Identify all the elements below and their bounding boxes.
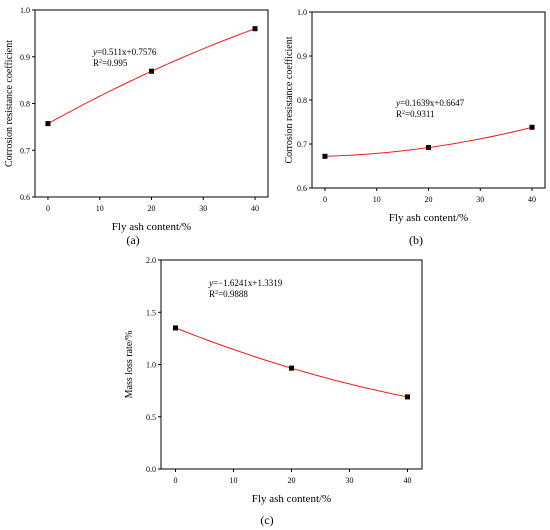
y-tick-label: 0.7 bbox=[297, 140, 307, 149]
y-tick-label: 1.0 bbox=[146, 361, 156, 370]
x-tick-label: 0 bbox=[323, 195, 327, 204]
y-tick-label: 0.0 bbox=[146, 465, 156, 474]
y-tick-label: 1.0 bbox=[297, 8, 307, 17]
data-point bbox=[426, 145, 431, 151]
fit-equation: y=0.511x+0.7576 bbox=[92, 47, 157, 57]
fit-curve bbox=[47, 28, 256, 124]
y-tick-label: 0.6 bbox=[297, 184, 307, 193]
data-point bbox=[529, 124, 535, 130]
fit-equation: y=0.1639x+0.6647 bbox=[395, 98, 465, 108]
y-tick-label: 0.9 bbox=[297, 52, 307, 61]
x-tick-label: 0 bbox=[46, 204, 50, 213]
plot-frame bbox=[160, 259, 423, 470]
chart-panel-c: 0 10 20 30 40 0.0 0.5 1.0 1.5 2.0 Fly ash content/… bbox=[112, 250, 438, 530]
plot-frame bbox=[34, 9, 269, 198]
data-point bbox=[252, 26, 258, 32]
y-tick-label: 0.8 bbox=[20, 100, 30, 109]
r-squared: R2=0.995 bbox=[93, 58, 128, 68]
data-point bbox=[149, 68, 154, 74]
x-tick-label: 20 bbox=[425, 195, 433, 204]
x-tick-label: 40 bbox=[404, 476, 412, 485]
x-tick-label: 40 bbox=[528, 195, 536, 204]
data-point bbox=[173, 325, 178, 331]
chart-panel-b: 0 10 20 30 40 0.6 0.7 0.8 0.9 1.0 Fly ash content/… bbox=[283, 0, 550, 250]
x-tick-label: 10 bbox=[373, 195, 381, 204]
x-axis-label: Fly ash content/% bbox=[112, 221, 191, 233]
chart-a-svg: 0 10 20 30 40 0.6 0.7 0.8 0.9 1.0 Fly ash content/… bbox=[4, 6, 269, 233]
x-tick-label: 40 bbox=[251, 204, 259, 213]
x-tick-label: 10 bbox=[96, 204, 104, 213]
x-tick-label: 20 bbox=[288, 476, 296, 485]
r-squared-exponent: 2 bbox=[99, 59, 102, 65]
y-axis-label: Corrosion resistance coefficient bbox=[4, 40, 15, 167]
x-tick-label: 0 bbox=[174, 476, 178, 485]
data-point bbox=[322, 153, 328, 159]
equation-variable: y bbox=[92, 47, 97, 57]
x-tick-label: 30 bbox=[199, 204, 207, 213]
y-tick-label: 0.7 bbox=[20, 146, 30, 155]
r-squared-exponent: 2 bbox=[215, 290, 218, 296]
chart-b-svg: 0 10 20 30 40 0.6 0.7 0.8 0.9 1.0 Fly ash content/… bbox=[284, 8, 546, 224]
y-tick-label: 1.5 bbox=[146, 308, 156, 317]
r-squared-base: R bbox=[209, 289, 215, 299]
r-squared: R2=0.9311 bbox=[396, 109, 435, 119]
panel-label-b: (b) bbox=[409, 233, 423, 247]
equation-body: =−1.6241x+1.3319 bbox=[213, 278, 283, 288]
chart-panel-a: 0 10 20 30 40 0.6 0.7 0.8 0.9 1.0 Fly ash content/… bbox=[0, 0, 272, 250]
y-tick-label: 1.0 bbox=[20, 6, 30, 15]
y-axis-label: Corrosion resistance coefficient bbox=[284, 36, 295, 163]
equation-variable: y bbox=[208, 278, 213, 288]
data-point bbox=[405, 394, 410, 400]
r-squared-exponent: 2 bbox=[402, 110, 405, 116]
x-tick-label: 10 bbox=[230, 476, 238, 485]
x-axis-label: Fly ash content/% bbox=[252, 493, 331, 505]
y-tick-label: 0.5 bbox=[146, 413, 156, 422]
r-squared-value: =0.9311 bbox=[405, 109, 435, 119]
r-squared-value: =0.995 bbox=[102, 58, 128, 68]
y-tick-label: 2.0 bbox=[146, 256, 156, 265]
equation-variable: y bbox=[395, 98, 400, 108]
fit-curve bbox=[324, 126, 533, 157]
chart-c-svg: 0 10 20 30 40 0.0 0.5 1.0 1.5 2.0 Fly ash content/… bbox=[124, 256, 423, 505]
data-point bbox=[45, 121, 51, 127]
x-tick-label: 30 bbox=[346, 476, 354, 485]
data-point bbox=[289, 365, 294, 371]
equation-body: =0.511x+0.7576 bbox=[97, 47, 157, 57]
y-axis-label: Mass loss rate/% bbox=[124, 331, 135, 399]
panel-label-a: (a) bbox=[126, 233, 140, 247]
r-squared-base: R bbox=[93, 58, 99, 68]
fit-curve bbox=[175, 327, 408, 398]
x-axis-label: Fly ash content/% bbox=[389, 212, 468, 224]
x-tick-label: 20 bbox=[148, 204, 156, 213]
equation-body: =0.1639x+0.6647 bbox=[400, 98, 465, 108]
fit-equation: y=−1.6241x+1.3319 bbox=[208, 278, 283, 288]
y-tick-label: 0.9 bbox=[20, 53, 30, 62]
y-tick-label: 0.8 bbox=[297, 96, 307, 105]
r-squared-base: R bbox=[396, 109, 402, 119]
r-squared: R2=0.9888 bbox=[209, 289, 248, 299]
y-tick-label: 0.6 bbox=[20, 193, 30, 202]
r-squared-value: =0.9888 bbox=[218, 289, 248, 299]
panel-label-c: (c) bbox=[260, 513, 274, 527]
x-tick-label: 30 bbox=[476, 195, 484, 204]
